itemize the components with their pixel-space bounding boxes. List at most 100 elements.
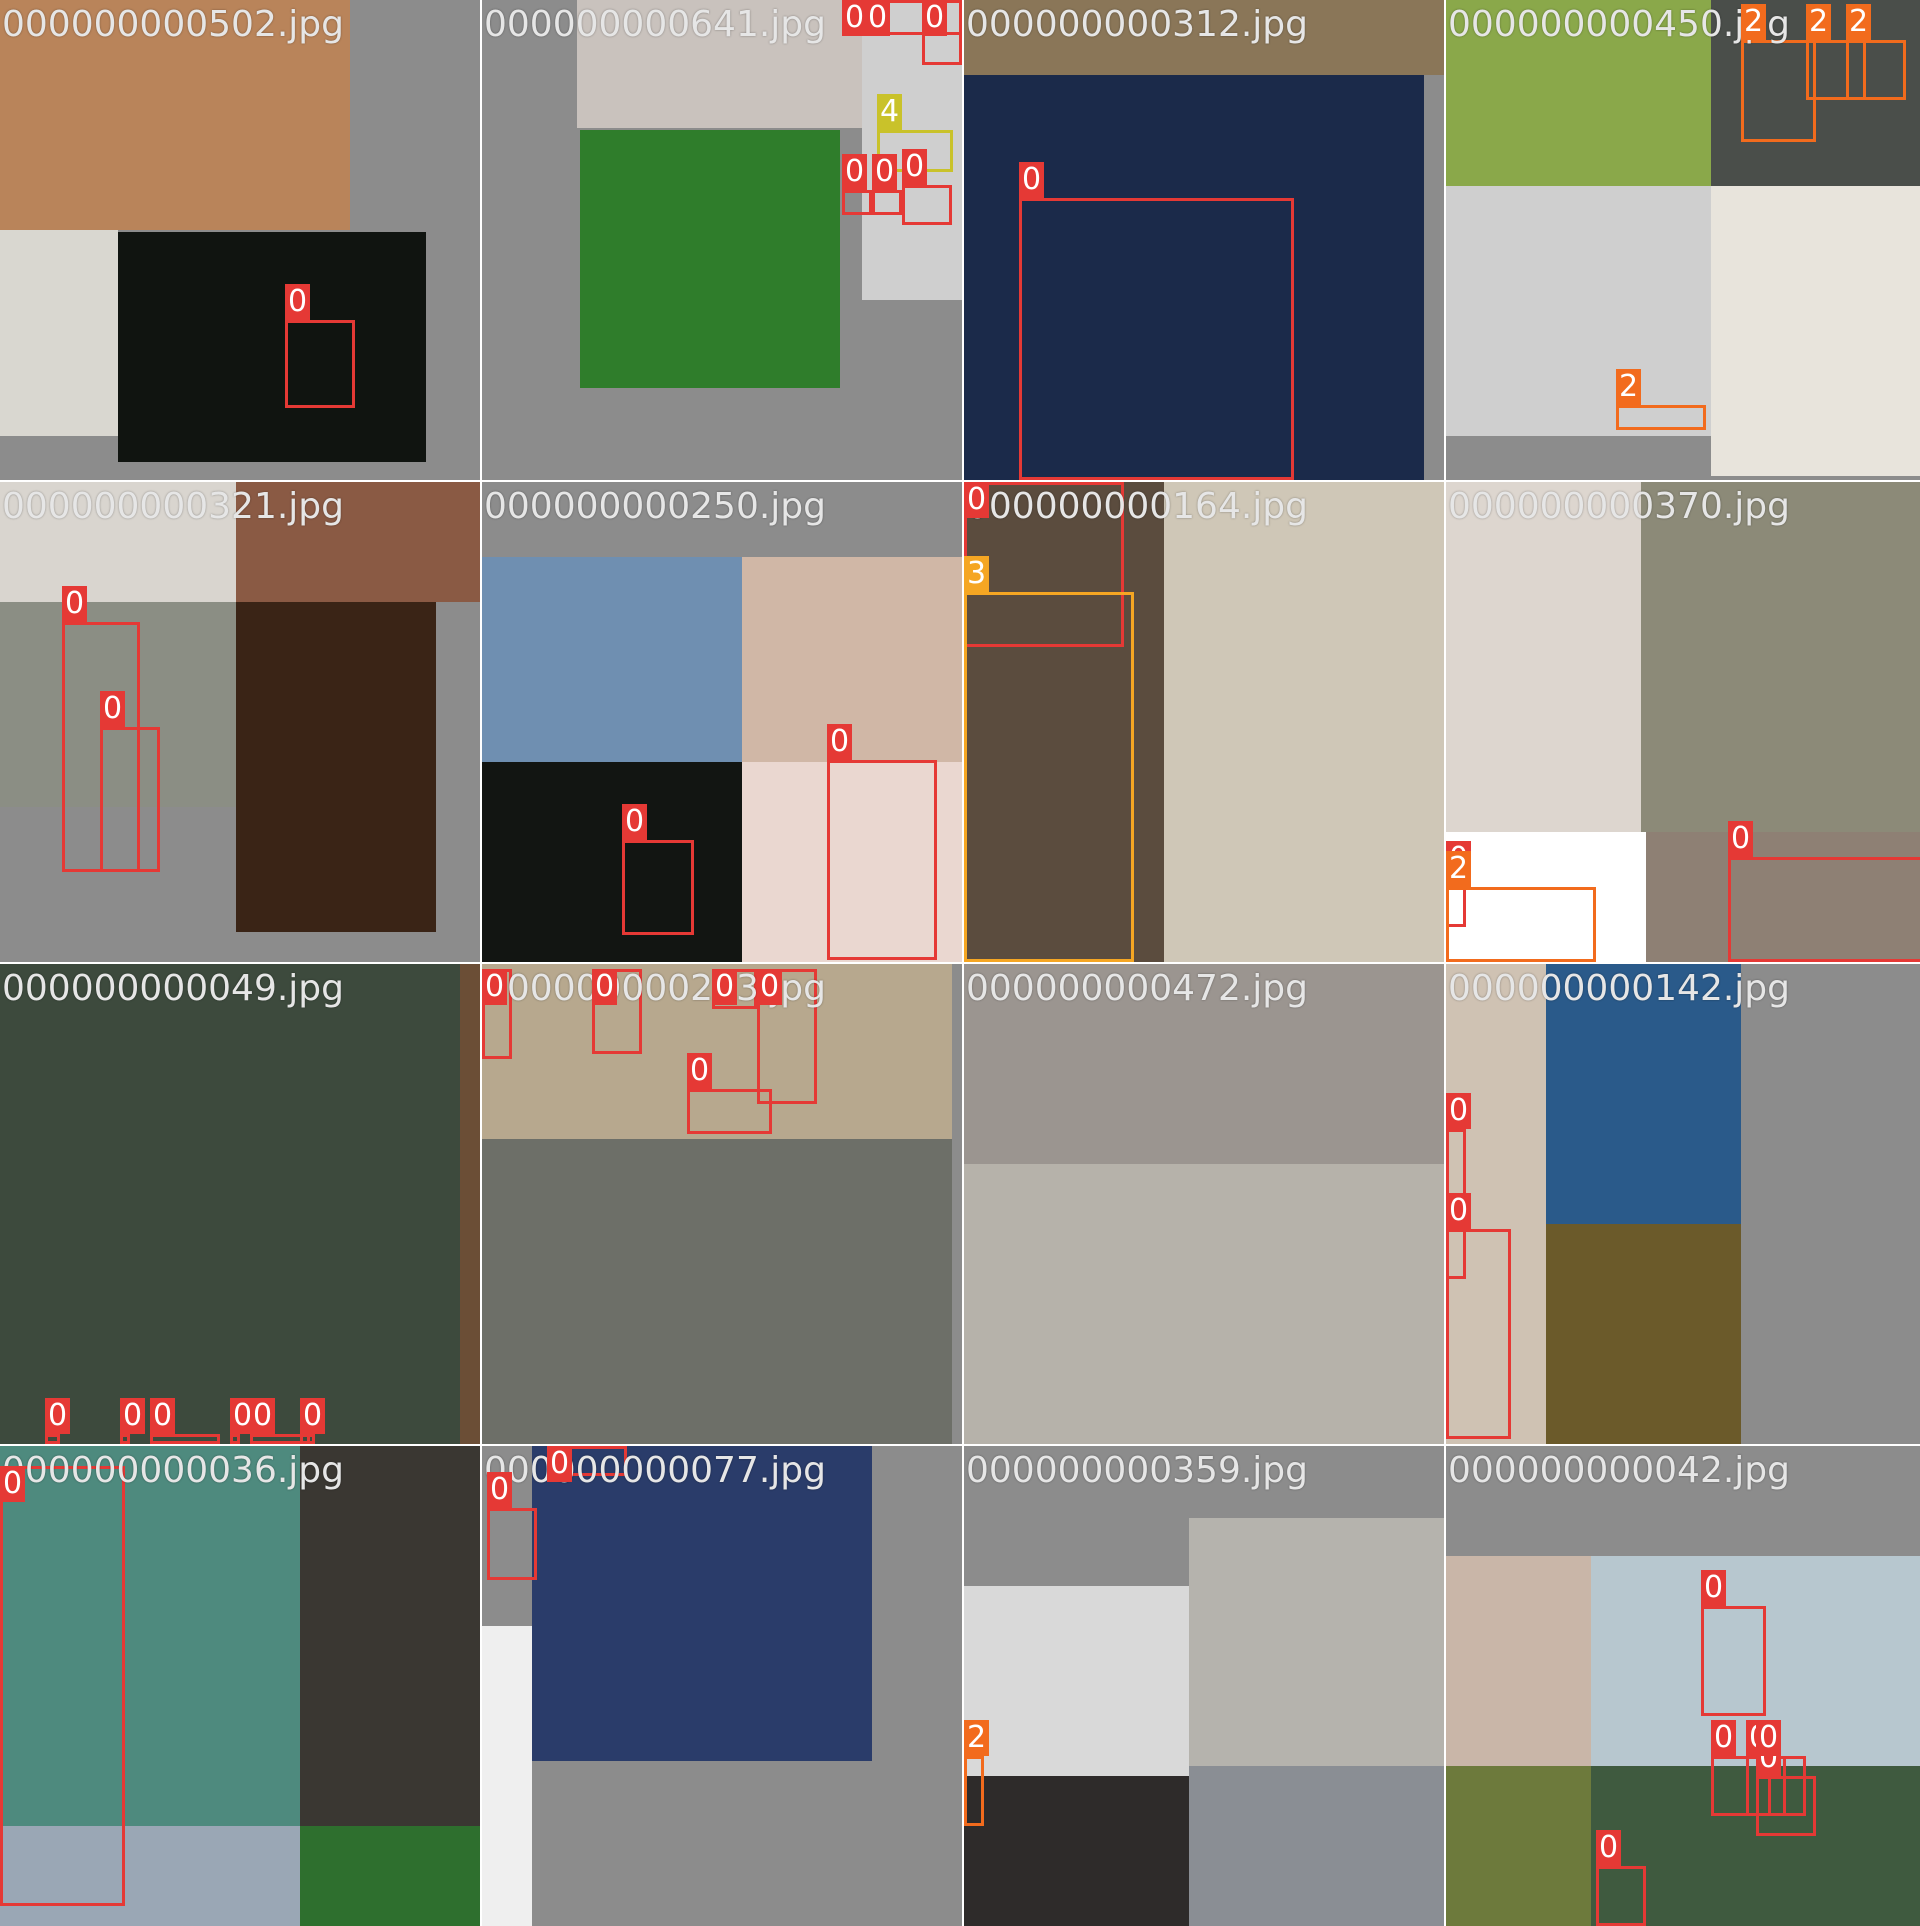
photo-region [482, 1139, 952, 1444]
mosaic-tile: 000000000502.jpg 0 [0, 0, 480, 480]
class-label: 0 [482, 969, 508, 1005]
filename-label: 000000000450.jpg [1448, 4, 1790, 45]
detection-box [964, 592, 1134, 962]
mosaic-tile: 000000000450.jpg02222 [1446, 0, 1920, 480]
class-label: 0 [687, 1053, 713, 1089]
class-label: 0 [547, 1446, 573, 1482]
class-label: 2 [964, 1720, 990, 1756]
filename-label: 000000000142.jpg [1448, 968, 1790, 1009]
filename-label: 000000000250.jpg [484, 486, 826, 527]
detection-box [1596, 1866, 1646, 1926]
class-label: 0 [1701, 1570, 1727, 1606]
detection-box [1446, 1229, 1511, 1439]
filename-label: 000000000164.jpg [966, 486, 1308, 527]
mosaic-tile: 000000000263.jpg 0 0 0 0 0 [482, 964, 962, 1444]
mosaic-tile: 000000000036.jpg 0 [0, 1446, 480, 1926]
photo-region [964, 1586, 1189, 1786]
filename-label: 000000000077.jpg [484, 1450, 826, 1491]
photo-region [0, 0, 350, 230]
class-label: 0 [1711, 1720, 1737, 1756]
photo-region [1446, 186, 1711, 436]
photo-region [482, 762, 742, 962]
detection-box [150, 1434, 220, 1444]
filename-label: 000000000641.jpg [484, 4, 826, 45]
class-label: 0 [872, 154, 898, 190]
photo-region [1164, 482, 1444, 962]
filename-label: 000000000036.jpg [2, 1450, 344, 1491]
photo-region [1546, 1224, 1741, 1444]
photo-region [1641, 482, 1920, 832]
photo-region [964, 75, 1424, 480]
class-label: 0 [865, 0, 891, 36]
detection-box [757, 969, 817, 1104]
class-label: 0 [300, 1398, 326, 1434]
photo-region [532, 1446, 872, 1761]
detection-box [1701, 1606, 1766, 1716]
detection-box [902, 185, 952, 225]
photo-region [1446, 1556, 1591, 1766]
photo-region [1711, 186, 1920, 476]
class-label: 0 [487, 1472, 513, 1508]
detection-box [300, 1434, 310, 1444]
filename-label: 000000000472.jpg [966, 968, 1308, 1009]
photo-region [0, 1826, 300, 1926]
class-label: 2 [1806, 4, 1832, 40]
detection-box [622, 840, 694, 935]
class-label: 4 [877, 94, 903, 130]
class-label: 0 [150, 1398, 176, 1434]
class-label: 0 [842, 154, 868, 190]
detection-box [1446, 887, 1596, 962]
detection-box [1711, 1756, 1771, 1816]
detection-box [0, 1466, 125, 1906]
photo-region [1646, 832, 1920, 962]
photo-region [964, 964, 1444, 1164]
photo-region [482, 1626, 532, 1926]
detection-box [687, 1089, 772, 1134]
photo-region [0, 1446, 300, 1826]
class-label: 2 [1446, 851, 1472, 887]
photo-region [964, 482, 1164, 962]
filename-label: 000000000312.jpg [966, 4, 1308, 45]
photo-region [964, 1776, 1189, 1926]
mosaic-tile: 000000000312.jpg 0 [964, 0, 1444, 480]
photo-region [118, 232, 426, 462]
class-label: 0 [285, 284, 311, 320]
class-label: 0 [902, 149, 928, 185]
filename-label: 000000000049.jpg [2, 968, 344, 1009]
detection-box [487, 1508, 537, 1580]
mosaic-tile: 000000000164.jpg 0 3 [964, 482, 1444, 962]
photo-region [300, 1826, 480, 1926]
mosaic-tile: 000000000250.jpg 0 0 [482, 482, 962, 962]
class-label: 0 [592, 969, 618, 1005]
photo-region [742, 762, 962, 962]
detection-box [1806, 40, 1866, 100]
detection-box [1741, 40, 1816, 142]
photo-region [1446, 832, 1646, 962]
photo-region [0, 230, 118, 436]
detection-box [1019, 198, 1294, 480]
class-label: 2 [1846, 4, 1872, 40]
photo-region [1446, 1766, 1591, 1926]
mosaic-tile: 000000000077.jpg 0 0 [482, 1446, 962, 1926]
photo-region [482, 557, 742, 762]
mosaic-tile: 000000000641.jpg 0 0 0 4 0 0 0 [482, 0, 962, 480]
class-label: 0 [0, 1466, 26, 1502]
class-label: 0 [120, 1398, 146, 1434]
detection-box [1728, 857, 1920, 962]
class-label: 0 [827, 724, 853, 760]
filename-label: 000000000042.jpg [1448, 1450, 1790, 1491]
detection-box [964, 1756, 984, 1826]
class-label: 0 [250, 1398, 276, 1434]
class-label: 0 [62, 586, 88, 622]
photo-region [1546, 964, 1741, 1224]
class-label: 0 [100, 691, 126, 727]
class-label: 0 [1756, 1720, 1782, 1756]
detection-box [1846, 40, 1906, 100]
filename-label: 000000000370.jpg [1448, 486, 1790, 527]
class-label: 0 [1446, 1193, 1472, 1229]
detection-box [1616, 405, 1706, 430]
class-label: 0 [1446, 1093, 1472, 1129]
photo-region [300, 1446, 480, 1826]
